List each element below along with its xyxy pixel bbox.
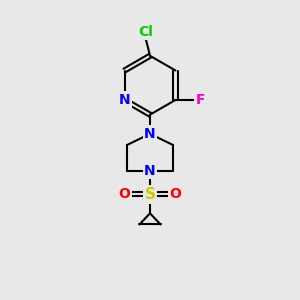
Text: N: N [144,127,156,141]
Text: O: O [118,187,130,201]
Text: Cl: Cl [138,25,153,39]
Text: N: N [144,164,156,178]
Text: O: O [170,187,182,201]
Text: F: F [196,93,205,107]
Text: N: N [119,93,130,107]
Text: S: S [145,187,155,202]
